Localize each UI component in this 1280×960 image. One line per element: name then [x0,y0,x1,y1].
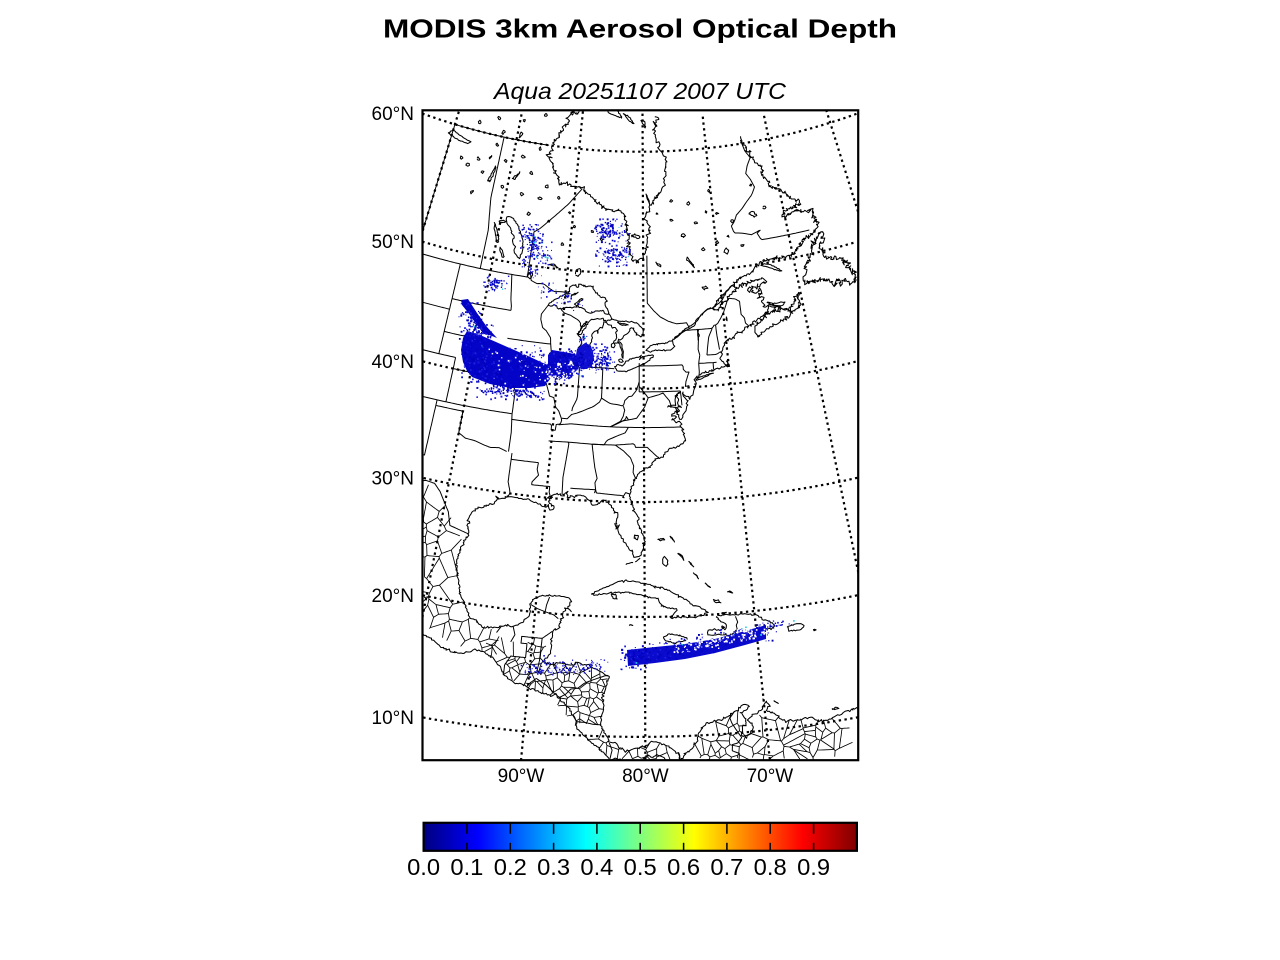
svg-text:50°N: 50°N [372,232,414,253]
svg-text:MODIS 3km Aerosol Optical Dept: MODIS 3km Aerosol Optical Depth [383,14,897,44]
svg-text:Aqua 20251107 2007 UTC: Aqua 20251107 2007 UTC [492,78,787,104]
svg-text:0.5: 0.5 [624,854,657,880]
svg-text:0.3: 0.3 [537,854,570,880]
svg-text:0.8: 0.8 [754,854,787,880]
svg-text:10°N: 10°N [372,708,414,729]
svg-text:0.6: 0.6 [667,854,700,880]
svg-text:80°W: 80°W [622,766,669,787]
svg-text:90°W: 90°W [498,766,545,787]
svg-text:20°N: 20°N [372,586,414,607]
svg-text:40°N: 40°N [372,352,414,373]
svg-text:0.9: 0.9 [797,854,830,880]
svg-text:0.7: 0.7 [710,854,743,880]
svg-text:0.4: 0.4 [580,854,613,880]
svg-text:60°N: 60°N [372,104,414,125]
svg-text:0.1: 0.1 [450,854,483,880]
svg-text:70°W: 70°W [747,766,794,787]
svg-text:0.2: 0.2 [494,854,527,880]
svg-text:0.0: 0.0 [407,854,440,880]
svg-text:30°N: 30°N [372,468,414,489]
